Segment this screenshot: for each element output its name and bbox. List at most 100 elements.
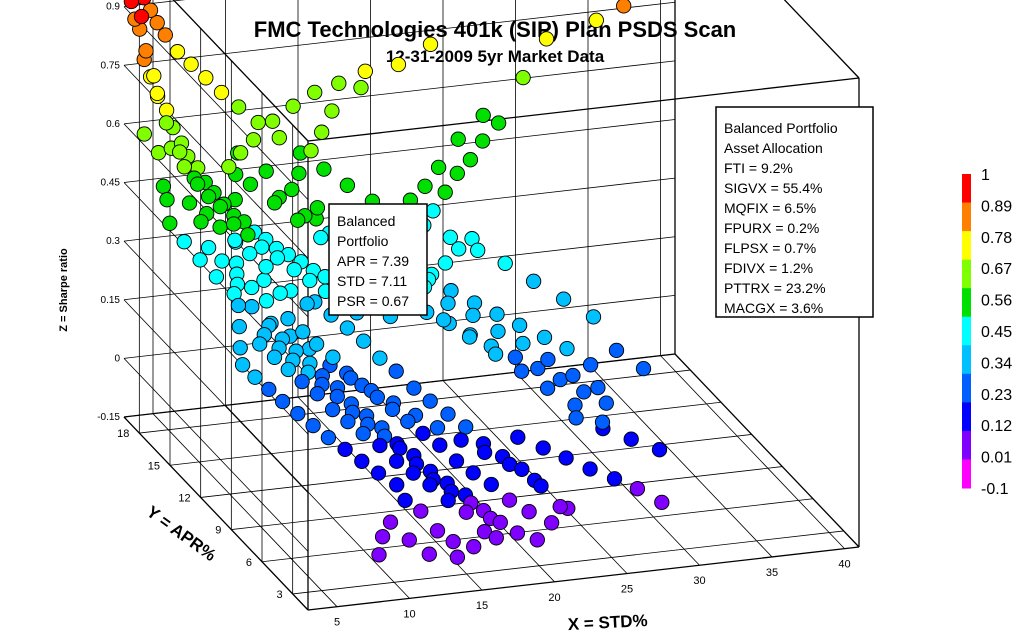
scatter-point bbox=[509, 525, 526, 541]
scatter-point bbox=[299, 296, 315, 312]
allocation-box-line-1: Balanced Portfolio bbox=[724, 120, 838, 136]
scatter-point bbox=[425, 203, 441, 219]
box-edge-line bbox=[307, 546, 860, 611]
scatter-point bbox=[155, 178, 172, 194]
z-tick-label: 0.15 bbox=[101, 295, 121, 306]
scatter-point bbox=[422, 36, 439, 52]
scatter-point bbox=[389, 477, 405, 493]
scatter-point bbox=[157, 27, 173, 43]
scatter-point bbox=[476, 444, 493, 461]
scatter-point bbox=[370, 465, 387, 481]
scatter-point bbox=[540, 351, 556, 368]
scatter-point bbox=[193, 214, 209, 230]
scatter-point bbox=[539, 380, 556, 396]
scatter-point bbox=[200, 239, 217, 256]
balanced-box-line-4: STD = 7.11 bbox=[337, 273, 407, 289]
colorbar-segment bbox=[962, 430, 971, 460]
scatter-point bbox=[136, 126, 152, 142]
colorbar-label: 0.12 bbox=[981, 418, 1012, 435]
back-wall-grid-line bbox=[123, 60, 676, 125]
scatter-point bbox=[390, 56, 407, 73]
scatter-point bbox=[490, 323, 506, 340]
scatter-point bbox=[582, 461, 598, 477]
floor-grid-line bbox=[261, 498, 814, 563]
scatter-point bbox=[616, 0, 632, 14]
z-tick-label: 0.9 bbox=[106, 2, 120, 13]
y-tick-label: 6 bbox=[246, 557, 252, 569]
y-tick-label: 3 bbox=[277, 589, 283, 601]
allocation-box-line-3: FTI = 9.2% bbox=[724, 160, 793, 176]
scatter-point bbox=[422, 393, 438, 409]
scatter-point bbox=[149, 85, 165, 102]
scatter-point bbox=[227, 232, 243, 248]
balanced-box-line-1: Balanced bbox=[337, 213, 395, 229]
scatter-point bbox=[497, 255, 513, 271]
scatter-point bbox=[582, 357, 599, 373]
floor-grid-line bbox=[587, 363, 773, 558]
scatter-point bbox=[208, 269, 225, 285]
chart-title: FMC Technologies 401k (SIP) Plan PSDS Sc… bbox=[254, 17, 737, 42]
scatter-point bbox=[136, 0, 152, 6]
scatter-point bbox=[400, 413, 416, 430]
scatter-point bbox=[483, 476, 499, 493]
scatter-point bbox=[309, 200, 326, 216]
scatter-point bbox=[230, 99, 247, 115]
floor-grid-line bbox=[225, 405, 410, 599]
scatter-point bbox=[413, 503, 429, 519]
scatter-point bbox=[264, 113, 281, 129]
scatter-point bbox=[458, 504, 474, 520]
colorbar-label: 0.34 bbox=[981, 355, 1012, 372]
scatter-point bbox=[339, 177, 356, 193]
x-tick-label: 25 bbox=[621, 584, 633, 596]
colorbar-label: 1 bbox=[981, 167, 990, 184]
colorbar-segment bbox=[962, 345, 971, 375]
colorbar-segment bbox=[962, 373, 971, 403]
scatter-point bbox=[230, 297, 247, 314]
scatter-point bbox=[588, 12, 604, 28]
scatter-point bbox=[453, 432, 469, 448]
scatter-point bbox=[567, 397, 583, 413]
z-axis-label: Z = Sharpe ratio bbox=[58, 248, 70, 332]
scatter-point bbox=[291, 165, 307, 182]
scatter-point bbox=[266, 195, 283, 211]
scatter-point bbox=[247, 369, 263, 385]
allocation-box-line-2: Asset Allocation bbox=[724, 140, 823, 156]
z-tick-label: -0.15 bbox=[97, 412, 120, 423]
scatter-point bbox=[448, 453, 465, 469]
scatter-point bbox=[337, 441, 353, 458]
y-tick-label: 9 bbox=[215, 525, 221, 537]
floor-grid-line bbox=[515, 371, 700, 566]
scatter-point bbox=[384, 401, 401, 418]
scatter-point bbox=[535, 440, 551, 456]
scatter-point bbox=[325, 349, 341, 365]
scatter-point bbox=[440, 295, 456, 311]
balanced-box-line-5: PSR = 0.67 bbox=[337, 293, 409, 309]
scatter-point bbox=[149, 15, 165, 31]
scatter-point bbox=[450, 131, 466, 147]
floor-grid-line bbox=[292, 530, 844, 595]
scatter-point bbox=[590, 379, 606, 396]
scatter-point bbox=[340, 413, 356, 430]
scatter-point bbox=[242, 176, 259, 192]
scatter-point bbox=[369, 389, 385, 405]
scatter-point bbox=[488, 530, 504, 546]
y-tick-label: 18 bbox=[117, 428, 129, 440]
scatter-point bbox=[231, 318, 247, 335]
scatter-point bbox=[226, 216, 242, 232]
box-edge-line bbox=[783, 0, 860, 79]
scatter-point bbox=[598, 395, 614, 411]
scatter-point bbox=[198, 70, 214, 86]
z-tick-label: 0.3 bbox=[106, 236, 120, 247]
scatter-point bbox=[181, 195, 198, 211]
scatter-point bbox=[232, 145, 249, 161]
asset-allocation-box: Balanced Portfolio Asset Allocation FTI … bbox=[715, 106, 874, 318]
scatter-point bbox=[353, 79, 369, 96]
scatter-point bbox=[422, 477, 438, 493]
balanced-box-line-3: APR = 7.39 bbox=[337, 253, 409, 269]
scatter-point bbox=[244, 279, 260, 296]
scatter-point bbox=[189, 176, 206, 192]
balanced-portfolio-box: Balanced Portfolio APR = 7.39 STD = 7.11… bbox=[328, 203, 428, 316]
scatter-point bbox=[313, 229, 329, 246]
colorbar-label: 0.89 bbox=[981, 198, 1012, 215]
scatter-point bbox=[635, 360, 652, 377]
